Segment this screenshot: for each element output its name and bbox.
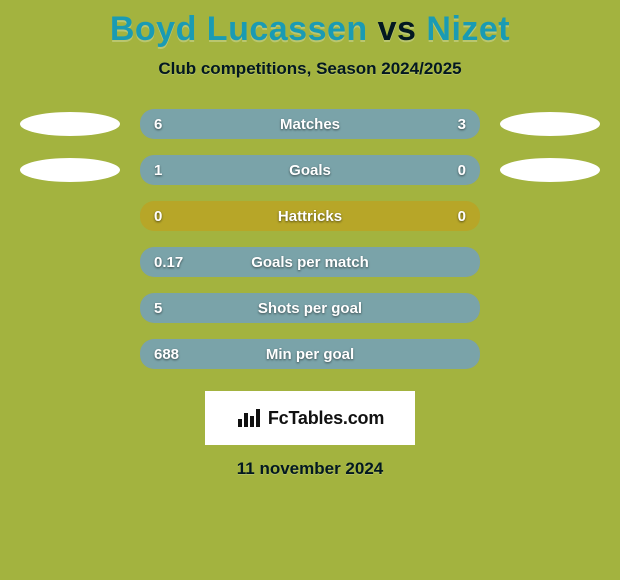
stat-bar: 0.17Goals per match bbox=[140, 247, 480, 277]
stat-row: 1Goals0 bbox=[0, 147, 620, 193]
stat-label: Goals bbox=[140, 162, 480, 179]
ellipse-icon bbox=[18, 156, 122, 184]
logo-box: FcTables.com bbox=[205, 391, 415, 445]
stat-row: 5Shots per goal bbox=[0, 285, 620, 331]
subtitle: Club competitions, Season 2024/2025 bbox=[0, 59, 620, 79]
ellipse-icon bbox=[498, 110, 602, 138]
stat-label: Min per goal bbox=[140, 346, 480, 363]
stat-row: 0Hattricks0 bbox=[0, 193, 620, 239]
ellipse-icon bbox=[498, 156, 602, 184]
stat-bar: 688Min per goal bbox=[140, 339, 480, 369]
left-icon-slot bbox=[0, 110, 140, 138]
stat-label: Goals per match bbox=[140, 254, 480, 271]
stat-bar: 0Hattricks0 bbox=[140, 201, 480, 231]
stat-bar: 5Shots per goal bbox=[140, 293, 480, 323]
stat-row: 0.17Goals per match bbox=[0, 239, 620, 285]
player1-name: Boyd Lucassen bbox=[110, 10, 368, 48]
stat-row: 6Matches3 bbox=[0, 101, 620, 147]
player2-name: Nizet bbox=[426, 10, 510, 48]
page-title: Boyd Lucassen vs Nizet bbox=[0, 0, 620, 49]
stat-label: Matches bbox=[140, 116, 480, 133]
stat-bar: 6Matches3 bbox=[140, 109, 480, 139]
date-label: 11 november 2024 bbox=[0, 459, 620, 479]
stat-bar: 1Goals0 bbox=[140, 155, 480, 185]
stat-row: 688Min per goal bbox=[0, 331, 620, 377]
right-icon-slot bbox=[480, 156, 620, 184]
stats-container: 6Matches31Goals00Hattricks00.17Goals per… bbox=[0, 101, 620, 377]
bar-chart-icon bbox=[236, 407, 262, 429]
left-icon-slot bbox=[0, 156, 140, 184]
stat-value-right: 3 bbox=[458, 116, 466, 133]
logo-text: FcTables.com bbox=[268, 408, 384, 429]
vs-separator: vs bbox=[368, 10, 427, 48]
stat-label: Hattricks bbox=[140, 208, 480, 225]
stat-value-right: 0 bbox=[458, 208, 466, 225]
right-icon-slot bbox=[480, 110, 620, 138]
stat-label: Shots per goal bbox=[140, 300, 480, 317]
ellipse-icon bbox=[18, 110, 122, 138]
stat-value-right: 0 bbox=[458, 162, 466, 179]
